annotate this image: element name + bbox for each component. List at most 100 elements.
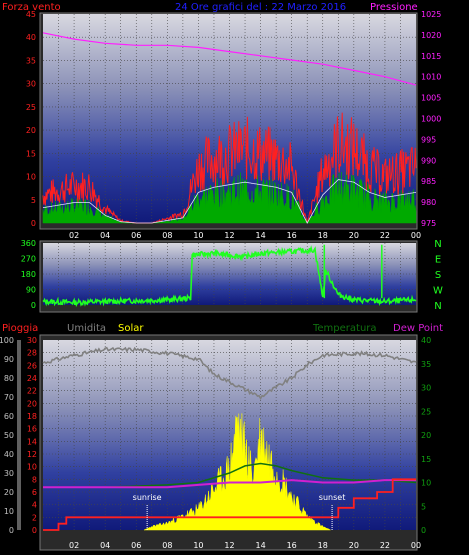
wind-x-tick: 18 [318,231,328,240]
wind-gust-line [42,112,417,224]
humidity-title: Umidita [67,323,106,334]
wind-title: Forza vento [2,2,61,13]
pressure-line [42,32,417,86]
wind-y-tick: 45 [26,10,36,19]
humidity-y-tick: 30 [4,469,14,478]
temperature-line [43,462,417,489]
direction-compass-tick: S [435,270,441,281]
sunset-label: sunset [319,493,346,502]
rain-y-tick: 8 [32,475,37,484]
wind-x-tick: 00 [411,231,421,240]
humidity-y-tick: 20 [4,488,14,497]
rain-x-tick: 20 [349,541,359,550]
temp-y-tick: 30 [421,384,431,393]
rain-y-tick: 4 [32,501,37,510]
pressure-y-tick: 985 [421,177,436,186]
pressure-y-tick: 1015 [421,52,441,61]
rain-y-tick: 10 [27,463,37,472]
dewpoint-line [43,479,416,489]
pressure-y-tick: 1020 [421,31,441,40]
wind-y-tick: 25 [26,103,36,112]
rain-y-tick: 0 [32,526,37,535]
rain-y-tick: 14 [27,437,37,446]
temp-y-tick: 5 [421,502,426,511]
rain-y-tick: 26 [27,361,37,370]
wind-y-tick: 20 [26,126,36,135]
wind-y-tick: 35 [26,56,36,65]
rain-y-tick: 22 [27,387,37,396]
wind-x-tick: 16 [287,231,297,240]
direction-compass-tick: E [435,255,441,266]
rain-x-tick: 00 [411,541,421,550]
rain-x-tick: 02 [69,541,79,550]
pressure-y-tick: 990 [421,156,436,165]
direction-compass-tick: N [434,301,441,312]
pressure-y-tick: 1005 [421,94,441,103]
rain-title: Pioggia [2,323,38,334]
rain-y-tick: 12 [27,450,37,459]
axis-ticks: 0510152025303540459759809859909951000100… [0,10,443,550]
rain-x-tick: 10 [193,541,203,550]
humidity-y-tick: 100 [0,336,14,345]
pressure-y-tick: 995 [421,135,436,144]
humidity-y-tick: 40 [4,450,14,459]
rain-y-tick: 28 [27,349,37,358]
humidity-y-tick: 60 [4,412,14,421]
rain-y-tick: 18 [27,412,37,421]
rain-y-tick: 24 [27,374,37,383]
rain-x-tick: 06 [131,541,141,550]
wind-x-tick: 12 [224,231,234,240]
humidity-y-tick: 80 [4,374,14,383]
wind-x-tick: 06 [131,231,141,240]
dew-title: Dew Point [393,323,443,334]
rain-x-tick: 04 [100,541,110,550]
direction-y-tick: 0 [31,301,36,310]
pressure-title: Pressione [370,2,418,13]
wind-y-tick: 5 [31,196,36,205]
humidity-y-tick: 70 [4,393,14,402]
wind-x-tick: 08 [162,231,172,240]
direction-y-tick: 360 [21,239,36,248]
rain-y-tick: 20 [27,399,37,408]
direction-line [42,245,417,308]
wind-x-tick: 04 [100,231,110,240]
wind-x-tick: 14 [255,231,265,240]
chart-marks [17,32,417,531]
rain-x-tick: 14 [255,541,265,550]
wind-y-tick: 15 [26,149,36,158]
direction-grid [43,243,416,305]
solar-title: Solar [118,323,144,334]
direction-compass-tick: N [434,239,441,250]
humidity-y-tick: 10 [4,507,14,516]
rain-y-tick: 6 [32,488,37,497]
temp-y-tick: 35 [421,360,431,369]
wind-x-tick: 10 [193,231,203,240]
temp-y-tick: 40 [421,336,431,345]
temp-y-tick: 25 [421,407,431,416]
wind-y-tick: 10 [26,173,36,182]
solar-area [143,413,331,531]
direction-compass-tick: W [433,286,443,297]
rain-x-tick: 16 [287,541,297,550]
pressure-y-tick: 980 [421,198,436,207]
humidity-y-tick: 50 [4,431,14,440]
rain-x-tick: 08 [162,541,172,550]
rain-x-tick: 18 [318,541,328,550]
temp-title: Temperatura [312,323,377,334]
rain-line [43,478,416,531]
direction-y-tick: 180 [21,270,36,279]
wind-x-tick: 20 [349,231,359,240]
pressure-y-tick: 975 [421,219,436,228]
temp-y-tick: 0 [421,526,426,535]
temp-y-tick: 20 [421,431,431,440]
pressure-y-tick: 1025 [421,10,441,19]
pressure-y-tick: 1010 [421,73,441,82]
rain-y-tick: 2 [32,513,37,522]
chart-date-title: 24 Ore grafici del : 22 Marzo 2016 [175,2,346,13]
rain-x-tick: 22 [380,541,390,550]
temp-y-tick: 10 [421,479,431,488]
wind-x-tick: 22 [380,231,390,240]
humidity-y-tick: 0 [9,526,14,535]
